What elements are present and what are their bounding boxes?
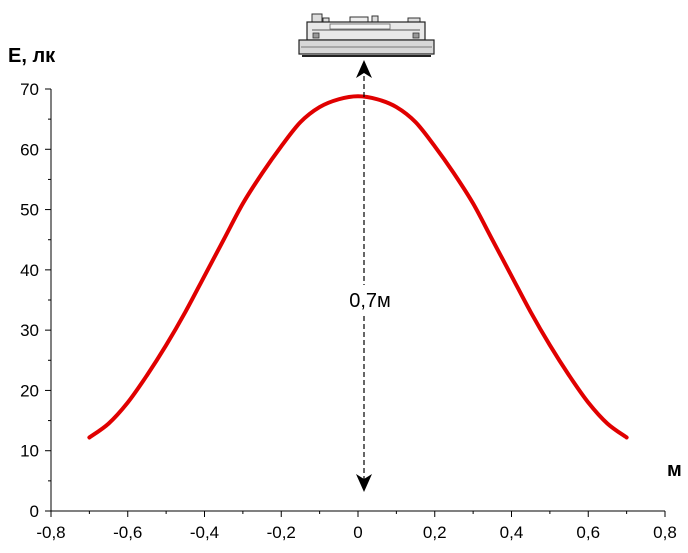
y-tick-label: 40 — [20, 261, 39, 280]
x-tick-label: -0,6 — [113, 523, 142, 542]
x-tick-label: -0,8 — [36, 523, 65, 542]
x-tick-label: -0,4 — [190, 523, 219, 542]
y-tick-label: 0 — [30, 502, 39, 521]
distance-arrow — [330, 60, 410, 492]
x-tick-label: 0 — [353, 523, 362, 542]
y-axis-title: E, лк — [8, 45, 56, 67]
lamp-fixture-icon — [298, 13, 435, 57]
y-tick-label: 10 — [20, 442, 39, 461]
distance-label: 0,7м — [349, 290, 391, 312]
x-tick-label: 0,6 — [576, 523, 600, 542]
y-tick-label: 30 — [20, 321, 39, 340]
arrow-down-icon — [356, 474, 372, 492]
x-axis-title: м — [667, 459, 682, 481]
y-ticks: 0 10 20 30 40 50 60 70 — [20, 80, 51, 521]
y-tick-label: 20 — [20, 381, 39, 400]
y-tick-label: 60 — [20, 140, 39, 159]
arrow-up-icon — [356, 60, 372, 78]
x-tick-label: -0,2 — [267, 523, 296, 542]
x-tick-label: 0,8 — [653, 523, 677, 542]
x-tick-label: 0,4 — [500, 523, 524, 542]
series-line-illuminance — [87, 94, 629, 440]
x-tick-label: 0,2 — [423, 523, 447, 542]
y-tick-label: 70 — [20, 80, 39, 99]
x-ticks: -0,8 -0,6 -0,4 -0,2 0 0,2 0,4 0,6 0,8 — [36, 511, 677, 542]
y-tick-label: 50 — [20, 201, 39, 220]
